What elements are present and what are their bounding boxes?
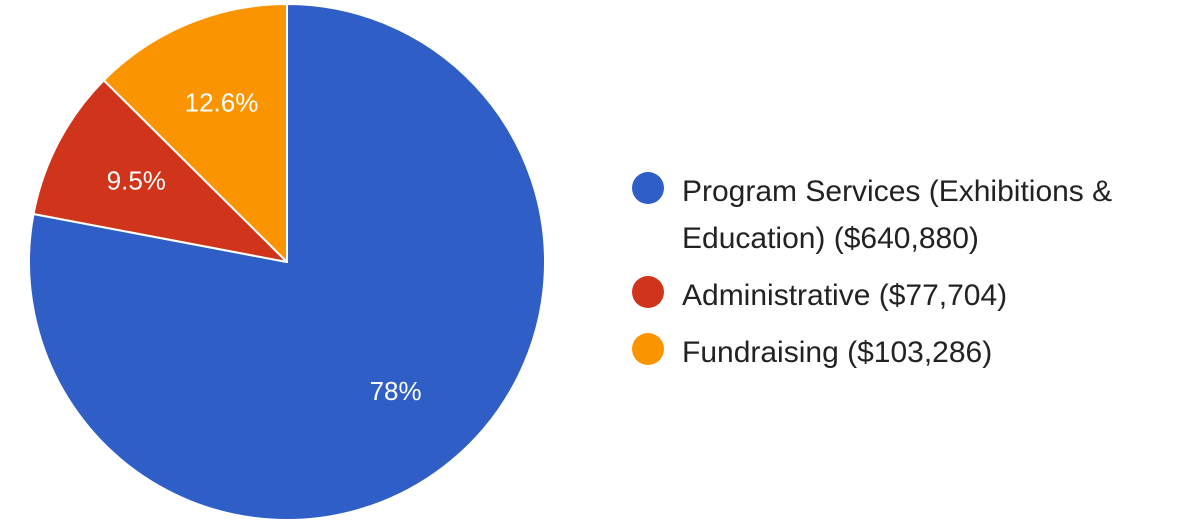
pie-label-program-services: 78% (370, 376, 422, 406)
legend-item-fundraising: Fundraising ($103,286) (632, 329, 1172, 376)
legend-marker-administrative (632, 276, 664, 308)
legend-label-fundraising: Fundraising ($103,286) (682, 336, 993, 369)
legend-marker-fundraising (632, 333, 664, 365)
legend-label-administrative: Administrative ($77,704) (682, 279, 1008, 312)
chart-legend: Program Services (Exhibitions & Educatio… (632, 168, 1172, 386)
pie-slices (28, 3, 546, 521)
legend-item-program-services: Program Services (Exhibitions & Educatio… (632, 168, 1172, 262)
pie-slice-administrative (32, 79, 288, 263)
legend-marker-program-services (632, 172, 664, 204)
legend-label-program-services: Program Services (Exhibitions & Educatio… (682, 175, 1113, 255)
legend-item-administrative: Administrative ($77,704) (632, 272, 1172, 319)
pie-label-fundraising: 12.6% (185, 88, 259, 118)
pie-labels: 78% 9.5% 12.6% (107, 88, 422, 406)
pie-label-administrative: 9.5% (107, 166, 166, 196)
pie-slice-fundraising (102, 3, 288, 263)
